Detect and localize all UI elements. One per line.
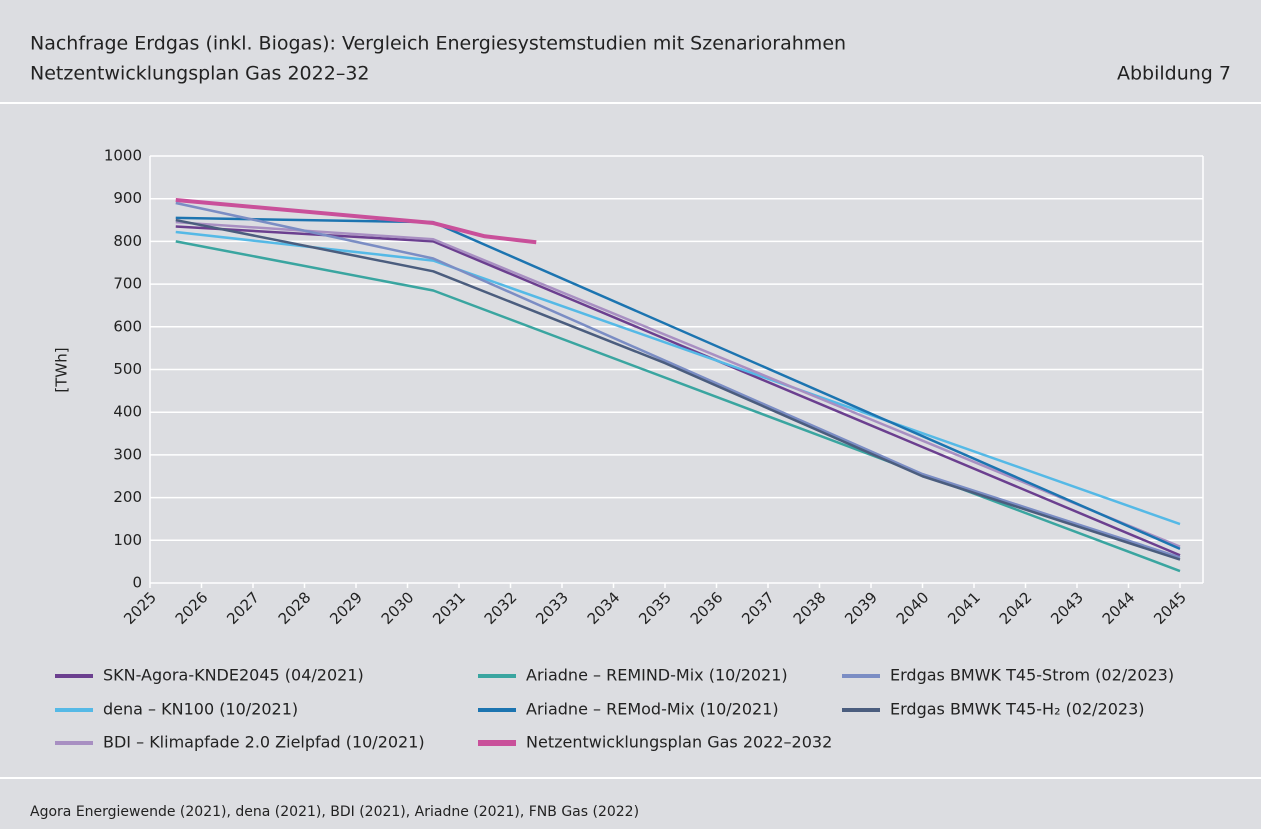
legend-label: BDI – Klimapfade 2.0 Zielpfad (10/2021) xyxy=(103,733,425,752)
y-tick-label: 300 xyxy=(113,445,142,463)
legend-label: dena – KN100 (10/2021) xyxy=(103,700,298,719)
y-tick-label: 400 xyxy=(113,403,142,421)
legend-label: Netzentwicklungsplan Gas 2022–2032 xyxy=(526,733,832,752)
legend-label: Erdgas BMWK T45-H₂ (02/2023) xyxy=(890,700,1145,719)
series-line xyxy=(175,225,1181,557)
legend-label: Ariadne – REMod-Mix (10/2021) xyxy=(526,700,779,719)
series-line xyxy=(175,230,1181,526)
y-tick-label: 800 xyxy=(113,232,142,250)
source: Agora Energiewende (2021), dena (2021), … xyxy=(30,804,639,820)
y-axis-label: [TWh] xyxy=(53,347,71,392)
y-tick-label: 100 xyxy=(113,531,142,549)
y-tick-label: 900 xyxy=(113,189,142,207)
legend-label: Ariadne – REMIND-Mix (10/2021) xyxy=(526,666,788,685)
chart-title: Nachfrage Erdgas (inkl. Biogas): Verglei… xyxy=(30,33,846,55)
y-tick-label: 200 xyxy=(113,488,142,506)
series-line xyxy=(175,197,537,245)
legend-label: Erdgas BMWK T45-Strom (02/2023) xyxy=(890,666,1174,685)
series-line xyxy=(175,220,1181,548)
legend-label: SKN-Agora-KNDE2045 (04/2021) xyxy=(103,666,364,685)
y-tick-label: 1000 xyxy=(104,147,142,165)
figure-label: Abbildung 7 xyxy=(1117,63,1231,85)
chart-subtitle: Netzentwicklungsplan Gas 2022–32 xyxy=(30,63,370,85)
series-line xyxy=(175,218,1181,561)
y-tick-label: 700 xyxy=(113,275,142,293)
y-tick-label: 0 xyxy=(132,574,142,592)
y-tick-label: 500 xyxy=(113,360,142,378)
series-line xyxy=(175,201,1181,559)
y-tick-label: 600 xyxy=(113,317,142,335)
